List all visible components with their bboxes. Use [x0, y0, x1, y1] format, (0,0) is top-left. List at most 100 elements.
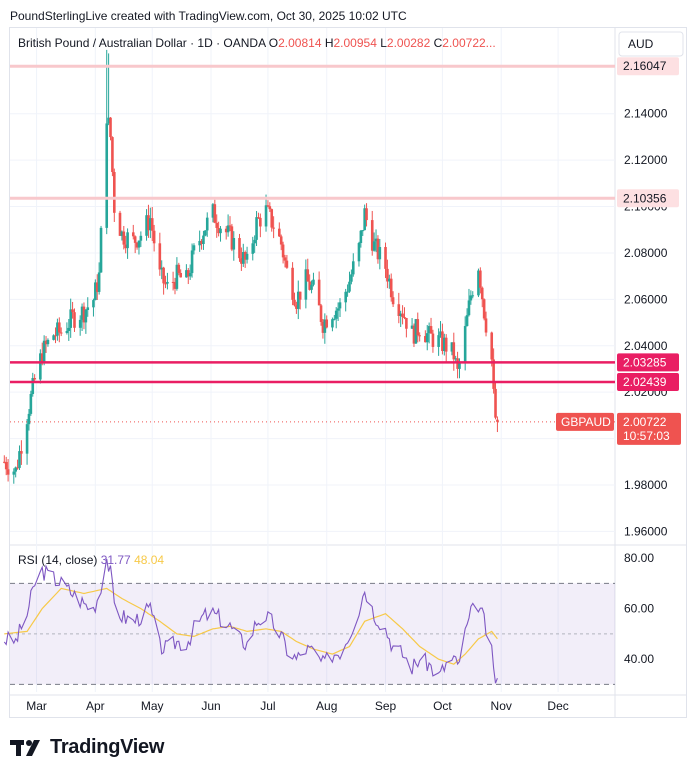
candle-body [296, 291, 300, 309]
candle-up [204, 230, 207, 237]
candle-body [126, 232, 129, 249]
candle-up [296, 280, 300, 320]
open-value: 2.00814 [278, 36, 325, 50]
candle-down [490, 331, 494, 367]
candle-up [175, 257, 179, 291]
candle-body [431, 333, 435, 347]
candle-body [490, 332, 494, 360]
candle-up [351, 253, 355, 277]
candle-up [336, 302, 340, 322]
candle-up [12, 468, 16, 484]
candle-body [469, 295, 473, 301]
candle-body [281, 244, 285, 258]
candle-body [425, 333, 429, 343]
candle-down [118, 210, 122, 236]
candle-up [264, 194, 268, 232]
rsi-y-tick-label: 40.00 [624, 652, 654, 666]
candle-body [278, 228, 281, 237]
candle-up [427, 322, 431, 344]
candle-body [496, 419, 499, 422]
candle-body [444, 337, 448, 352]
tradingview-branding[interactable]: TradingView [10, 736, 164, 759]
candle-up [219, 226, 222, 242]
candle-up [372, 232, 376, 252]
candle-body [241, 252, 245, 264]
candle-body [399, 313, 402, 316]
candle-body [122, 231, 126, 245]
candle-down [397, 292, 401, 324]
candle-body [439, 331, 442, 336]
candle-body [46, 339, 50, 345]
symbol-tag-text: GBPAUD [561, 415, 611, 429]
candle-body [325, 319, 329, 328]
candle-down [321, 318, 325, 339]
candle-body [73, 312, 76, 328]
chart-credit-header: PoundSterlingLive created with TradingVi… [10, 9, 407, 23]
candle-body [150, 218, 154, 231]
candle-down [215, 214, 219, 238]
candle-body [346, 291, 349, 293]
candle-body [12, 471, 16, 475]
candle-up [310, 280, 313, 294]
candle-body [389, 278, 393, 298]
candle-body [245, 253, 249, 260]
candle-down [82, 302, 86, 330]
close-label: C [434, 36, 443, 50]
candle-up [450, 342, 454, 356]
candle-down [238, 233, 241, 262]
candle-down [429, 317, 433, 334]
last-price-countdown: 10:57:03 [623, 429, 670, 443]
candle-body [334, 310, 338, 319]
x-tick-label: Sep [375, 699, 397, 713]
candle-up [363, 204, 366, 231]
candle-body [59, 332, 63, 334]
candle-body [450, 342, 454, 352]
candle-body [217, 227, 220, 234]
level-tag: 2.16047 [617, 57, 679, 76]
x-tick-label: Oct [433, 699, 452, 713]
candle-up [97, 262, 101, 295]
candle-body [391, 297, 395, 305]
candle-up [312, 272, 315, 287]
candle-body [67, 327, 71, 331]
rsi-y-tick-label: 60.00 [624, 602, 654, 616]
candle-down [71, 301, 74, 319]
candle-down [3, 455, 6, 464]
candle-up [94, 279, 97, 301]
candle-body [482, 299, 486, 319]
candle-down [95, 274, 99, 301]
candle-down [200, 239, 203, 250]
candle-up [39, 349, 42, 384]
candle-body [162, 267, 165, 284]
candle-down [33, 374, 36, 382]
candle-body [198, 240, 201, 246]
candle-up [25, 419, 29, 465]
candle-body [58, 322, 61, 333]
candle-body [295, 305, 298, 309]
y-tick-label: 1.96000 [624, 524, 668, 538]
close-value: 2.00722... [442, 36, 495, 50]
candle-down [401, 305, 404, 325]
candle-up [350, 269, 353, 285]
candle-down [293, 292, 296, 307]
candle-body [69, 309, 72, 328]
candle-down [444, 334, 448, 363]
candle-body [107, 117, 110, 124]
candle-down [452, 332, 456, 371]
level-tag-text: 2.16047 [623, 59, 667, 73]
candle-up [388, 274, 391, 289]
candle-down [441, 323, 444, 355]
candle-up [188, 264, 192, 280]
candle-down [186, 268, 190, 285]
candle-body [40, 353, 44, 363]
candle-up [437, 328, 440, 356]
candle-body [348, 281, 351, 292]
candle-down [295, 301, 298, 314]
candle-down [384, 242, 387, 279]
candle-up [346, 284, 349, 297]
candle-down [133, 235, 137, 254]
candle-body [4, 462, 8, 470]
rsi-value: 31.77 [101, 553, 134, 567]
candle-up [126, 228, 129, 259]
